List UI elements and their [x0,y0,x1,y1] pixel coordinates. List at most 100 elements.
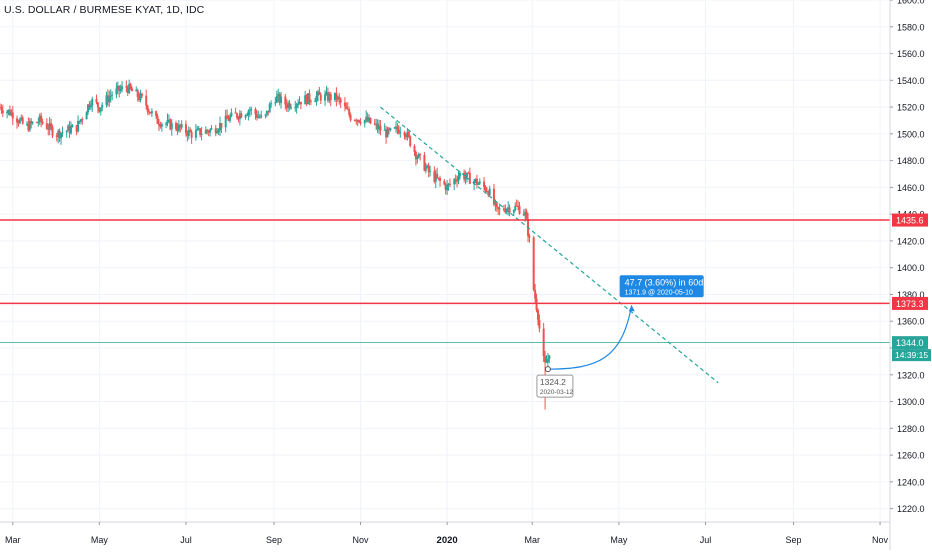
candle-body [260,115,263,118]
projection-start-label: 1324.2 2020-03-12 [536,374,574,398]
candle-body [156,116,159,124]
candle-body [295,104,298,108]
candles [0,79,551,410]
level-badge-label: 1435.6 [896,216,924,226]
candle-body [55,135,58,137]
candle-body [328,94,331,101]
candle-body [333,92,336,101]
candle-body [299,101,302,105]
candle-body [339,99,342,103]
candle-body [88,104,91,108]
candle-body [436,173,439,178]
candle-body [336,96,339,100]
candle-body [522,213,525,216]
candle-body [359,122,362,124]
candle-body [166,119,169,124]
candle-body [498,208,501,210]
x-tick-label: 2020 [437,535,458,546]
candle-body [196,128,199,131]
candle-body [485,191,488,193]
candle-body [278,94,281,103]
candle-body [155,111,158,117]
projection-label: 47.7 (3.60%) in 60d 1371.9 @ 2020-05-10 [619,275,704,298]
candle-body [446,185,449,191]
candle-body [69,127,72,134]
candle-body [250,108,253,111]
candle-body [389,128,392,131]
candle-body [274,102,277,104]
candle-body [448,183,451,185]
candle-body [495,202,498,208]
candle-body [345,106,348,109]
candle-body [424,167,427,171]
candle-body [434,173,437,182]
candle-body [186,132,189,136]
candle-body [502,208,505,211]
candle-body [325,92,328,95]
candle-body [47,128,50,130]
y-tick-label: 1420.0 [897,236,925,246]
projection-start-date: 2020-03-12 [540,389,574,396]
candle-body [329,94,332,101]
candle-body [71,125,74,128]
candle-body [525,211,528,220]
candle-body [200,133,203,135]
candle-body [447,183,450,186]
candle-body [129,83,132,89]
y-tick-label: 1560.0 [897,49,925,59]
level-badge [892,213,928,227]
candle-body [77,120,80,132]
candle-body [409,136,412,147]
candle-body [268,104,271,113]
candle-body [416,157,419,160]
candle-body [275,96,278,103]
candle-body [106,95,109,103]
candle-body [48,123,51,130]
candle-body [397,129,400,134]
candle-body [89,105,92,108]
candle-body [346,108,349,110]
candle-body [11,112,14,119]
y-tick-label: 1500.0 [897,129,925,139]
x-tick-label: Jul [700,535,712,545]
candle-body [170,122,173,130]
candle-body [125,86,128,88]
candle-body [210,128,213,130]
candle-body [194,130,197,138]
candle-body [518,206,521,214]
candle-body [87,104,90,113]
candle-body [247,111,250,116]
candle-body [145,95,148,106]
candle-body [219,122,222,131]
candle-body [473,181,476,184]
candle-body [150,111,153,114]
candle-body [111,94,114,96]
candle-body [365,116,368,120]
candle-body [538,319,541,329]
candle-body [437,177,440,179]
y-tick-label: 1260.0 [897,451,925,461]
candle-body [128,83,131,93]
y-tick-label: 1380.0 [897,290,925,300]
candle-body [214,128,217,134]
candle-body [245,115,248,117]
candle-body [368,117,371,122]
candle-body [175,122,178,130]
candle-body [135,89,138,92]
projection-arc [547,305,633,370]
candle-body [118,85,121,91]
candle-body [35,122,38,124]
candle-body [25,123,28,125]
y-tick-label: 1600.0 [897,0,925,6]
projection-label-subtext: 1371.9 @ 2020-05-10 [625,289,693,296]
candle-body [355,120,358,122]
candle-body [159,125,162,127]
candle-body [349,114,352,121]
candle-body [0,107,3,111]
candle-body [109,95,112,97]
candle-body [285,104,288,108]
candle-body [417,153,420,158]
y-tick-label: 1300.0 [897,397,925,407]
